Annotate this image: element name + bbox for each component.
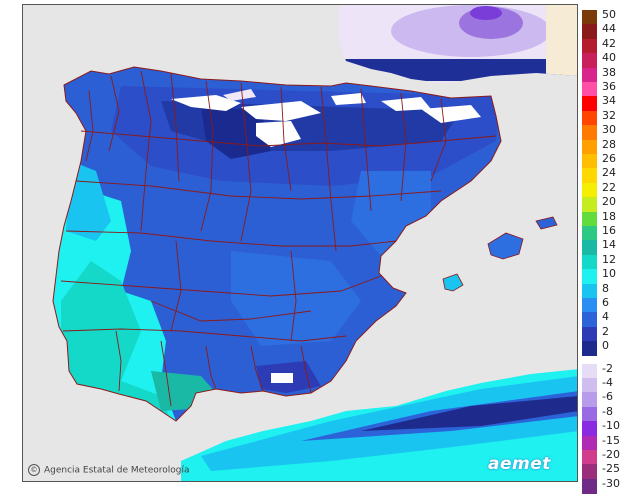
legend-swatch [582, 24, 597, 40]
legend-label: 36 [602, 80, 616, 93]
legend-label: 0 [602, 339, 609, 353]
legend-label: -8 [602, 404, 613, 418]
legend-label: 20 [602, 195, 616, 209]
legend-swatch [582, 67, 597, 83]
legend-label: 42 [602, 36, 616, 50]
legend-label: 8 [602, 281, 609, 295]
legend-swatch [582, 464, 597, 480]
legend-swatch [582, 298, 597, 313]
legend-swatch [582, 406, 597, 422]
legend-label: -10 [602, 419, 620, 433]
iberian-peninsula [53, 67, 501, 421]
legend-swatch [582, 96, 597, 112]
legend-label: 50 [602, 8, 616, 21]
legend-swatch [582, 211, 597, 227]
legend-swatch [582, 478, 597, 494]
legend-label: 40 [602, 51, 616, 65]
legend-swatch [582, 182, 597, 198]
legend-label: 18 [602, 209, 616, 223]
legend-swatch [582, 197, 597, 213]
legend-swatch [582, 226, 597, 241]
legend-swatch [582, 378, 597, 393]
legend-swatch [582, 421, 597, 437]
legend-label: 28 [602, 137, 616, 151]
legend-swatch [582, 392, 597, 408]
map-canvas [23, 5, 577, 481]
legend-swatch [582, 312, 597, 328]
legend-swatch [582, 125, 597, 141]
legend-label: 24 [602, 166, 616, 180]
province-borders [60, 70, 497, 407]
credit-text: Agencia Estatal de Meteorología [44, 465, 190, 476]
legend-label: 10 [602, 267, 616, 281]
temperature-legend: 50 44 42 40 38 36 34 32 30 28 26 24 22 20 18 16 14 12 10 8 6… [582, 8, 628, 494]
legend-swatch [582, 168, 597, 184]
legend-label: 26 [602, 152, 616, 165]
legend-swatch [582, 269, 597, 285]
legend-label: -6 [602, 390, 613, 404]
legend-label: 6 [602, 296, 609, 309]
legend-swatch [582, 363, 597, 379]
legend-label: 32 [602, 108, 616, 122]
legend-swatch [582, 154, 597, 169]
legend-swatch [582, 139, 597, 155]
legend-label: 2 [602, 324, 609, 338]
legend-label: 34 [602, 94, 616, 108]
legend-label: 4 [602, 310, 609, 324]
snow-areas [171, 89, 481, 147]
legend-label: -30 [602, 476, 620, 490]
legend-swatch [582, 240, 597, 256]
legend-swatch [582, 38, 597, 54]
legend-swatch [582, 435, 597, 451]
legend-label: 30 [602, 123, 616, 137]
copyright-symbol: © [28, 464, 40, 476]
aemet-logo: aemet [488, 454, 551, 474]
legend-swatch [582, 326, 597, 342]
legend-swatch [582, 254, 597, 270]
legend-swatch [582, 82, 597, 97]
legend-swatch [582, 283, 597, 299]
legend-label: 22 [602, 180, 616, 194]
legend-label: -25 [602, 462, 620, 476]
balearic-islands [442, 216, 558, 292]
legend-label: -15 [602, 433, 620, 447]
legend-label: 14 [602, 238, 616, 252]
legend-label: 12 [602, 252, 616, 266]
legend-label: 16 [602, 224, 616, 237]
legend-label: -4 [602, 376, 613, 389]
temperature-map [22, 4, 578, 482]
legend-swatch [582, 110, 597, 126]
legend-swatch [582, 341, 597, 357]
legend-swatch [582, 450, 597, 465]
legend-label: -2 [602, 361, 613, 375]
legend-label: 44 [602, 22, 616, 36]
legend-label: 38 [602, 65, 616, 79]
legend-swatch [582, 53, 597, 69]
copyright-credit: © Agencia Estatal de Meteorología [28, 464, 190, 476]
legend-label: -20 [602, 448, 620, 461]
legend-swatch [582, 10, 597, 25]
